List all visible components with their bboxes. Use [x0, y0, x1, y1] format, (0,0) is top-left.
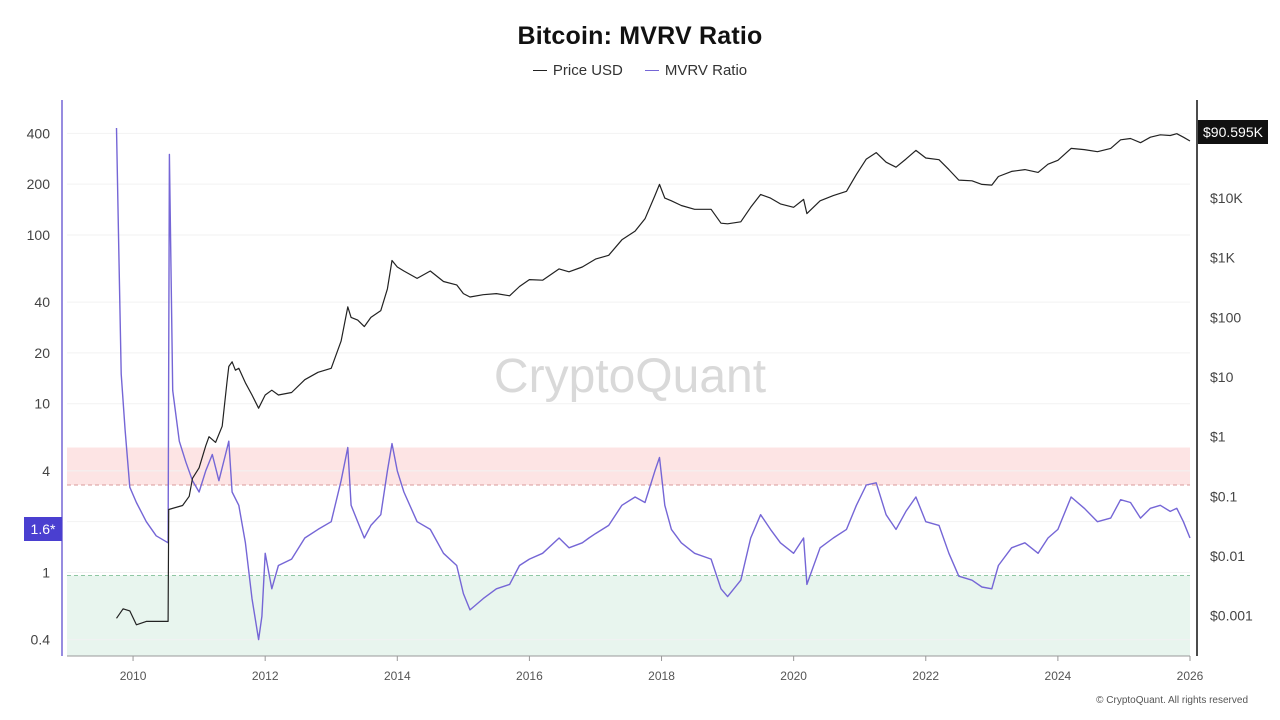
current-mvrv-tag-bg	[24, 517, 62, 541]
grid-lines	[67, 132, 1190, 641]
x-axis-ticks: 2010 2012 2014 2016 2018 2020 2022 2024 2026	[120, 656, 1204, 683]
y-right-tick-label: $1	[1210, 429, 1226, 445]
y-left-tick-label: 1	[42, 564, 50, 580]
right-axis-ticks: $0.001 $0.01 $0.1 $1 $10 $100 $1K $10K	[1210, 190, 1253, 623]
watermark: CryptoQuant	[494, 350, 766, 403]
series-line-mvrv-ratio	[115, 127, 1191, 641]
series-mvrv-group	[115, 127, 1191, 641]
legend-swatch-mvrv	[644, 70, 659, 71]
legend-label-mvrv: MVRV Ratio	[664, 62, 748, 79]
y-right-tick-label: $10	[1210, 369, 1234, 385]
y-right-tick-label: $100	[1210, 309, 1241, 325]
y-right-tick-label: $10K	[1210, 190, 1243, 206]
y-left-tick-label: 20	[34, 345, 50, 361]
current-mvrv-tag: 1.6*	[24, 517, 62, 541]
x-tick-label: 2012	[252, 669, 279, 683]
zone-bands	[67, 447, 1190, 656]
legend-item-price[interactable]: Price USD	[532, 62, 623, 79]
x-tick-label: 2020	[780, 669, 807, 683]
series-price-group	[116, 133, 1191, 626]
chart-legend: Price USD MVRV Ratio	[0, 62, 1280, 79]
x-tick-label: 2022	[912, 669, 939, 683]
x-tick-label: 2010	[120, 669, 147, 683]
copyright-footer: © CryptoQuant. All rights reserved	[1096, 695, 1248, 706]
zone-band-1	[67, 575, 1190, 656]
current-mvrv-tag-label: 1.6*	[31, 521, 56, 537]
legend-swatch-price	[532, 70, 547, 71]
legend-item-mvrv[interactable]: MVRV Ratio	[644, 62, 748, 79]
y-left-tick-label: 200	[27, 176, 51, 192]
series-line-price-usd	[116, 133, 1191, 626]
current-price-tag-bg	[1198, 120, 1268, 144]
y-right-tick-label: $0.1	[1210, 488, 1237, 504]
x-tick-label: 2016	[516, 669, 543, 683]
x-tick-label: 2018	[648, 669, 675, 683]
x-tick-label: 2026	[1177, 669, 1204, 683]
y-right-tick-label: $0.001	[1210, 608, 1253, 624]
legend-label-price: Price USD	[552, 62, 623, 79]
y-right-tick-label: $1K	[1210, 250, 1236, 266]
x-tick-label: 2014	[384, 669, 411, 683]
y-left-tick-label: 10	[34, 396, 50, 412]
y-left-tick-label: 4	[42, 463, 50, 479]
left-axis-ticks: 0.4124102040100200400	[27, 125, 51, 647]
current-price-tag-label: $90.595K	[1203, 124, 1264, 140]
y-left-tick-label: 100	[27, 227, 51, 243]
x-tick-label: 2024	[1045, 669, 1072, 683]
chart-title: Bitcoin: MVRV Ratio	[517, 22, 763, 50]
y-right-tick-label: $0.01	[1210, 548, 1245, 564]
y-left-tick-label: 40	[34, 294, 50, 310]
current-price-tag: $90.595K	[1198, 120, 1268, 144]
zone-band-0	[67, 447, 1190, 485]
y-left-tick-label: 0.4	[31, 632, 51, 648]
y-left-tick-label: 400	[27, 125, 51, 141]
